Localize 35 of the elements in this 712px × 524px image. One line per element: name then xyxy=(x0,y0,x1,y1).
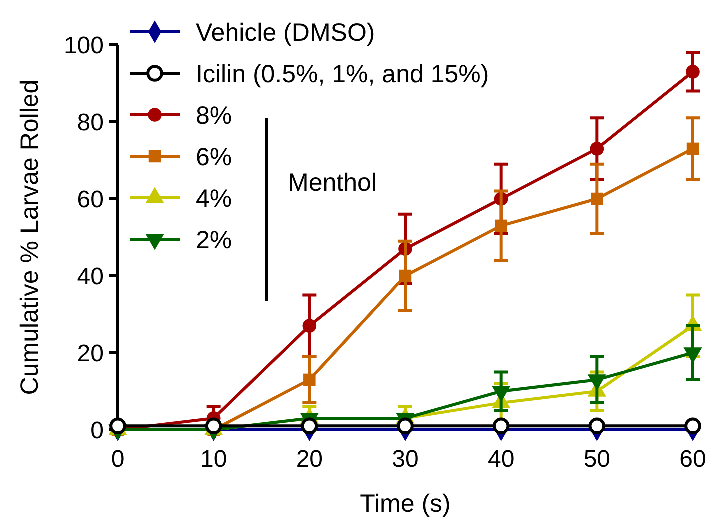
y-tick-label: 100 xyxy=(64,32,104,60)
point xyxy=(588,418,606,435)
point xyxy=(399,270,412,282)
y-axis-title: Cumulative % Larvae Rolled xyxy=(16,80,44,396)
point xyxy=(492,418,510,435)
y-tick-label: 40 xyxy=(77,263,104,290)
legend-label: 8% xyxy=(196,102,232,130)
x-tick-label: 10 xyxy=(200,446,228,473)
y-tick-label: 0 xyxy=(90,417,104,444)
point xyxy=(686,65,700,79)
y-tick-label: 60 xyxy=(77,186,104,214)
point xyxy=(397,418,414,435)
x-tick-label: 60 xyxy=(680,446,706,473)
point xyxy=(684,418,702,435)
x-axis-title: Time (s) xyxy=(360,490,451,518)
point xyxy=(495,220,508,232)
legend-label: 2% xyxy=(196,226,232,254)
y-tick-label: 20 xyxy=(77,340,104,368)
x-tick-label: 30 xyxy=(392,446,419,473)
y-tick-label: 80 xyxy=(77,109,104,136)
legend-label: 4% xyxy=(196,184,232,213)
legend-label: 6% xyxy=(196,143,232,172)
legend-label: Vehicle (DMSO) xyxy=(196,18,376,47)
x-tick-label: 0 xyxy=(111,446,125,473)
annotation: Menthol xyxy=(288,169,377,197)
point xyxy=(591,192,604,206)
point xyxy=(686,142,700,156)
point xyxy=(302,319,317,333)
x-tick-label: 20 xyxy=(296,446,324,473)
point xyxy=(301,418,318,435)
point xyxy=(304,374,316,386)
point xyxy=(590,142,604,156)
x-tick-label: 40 xyxy=(488,446,515,473)
legend-label: Icilin (0.5%, 1%, and 15%) xyxy=(196,60,490,88)
x-tick-label: 50 xyxy=(584,446,611,473)
